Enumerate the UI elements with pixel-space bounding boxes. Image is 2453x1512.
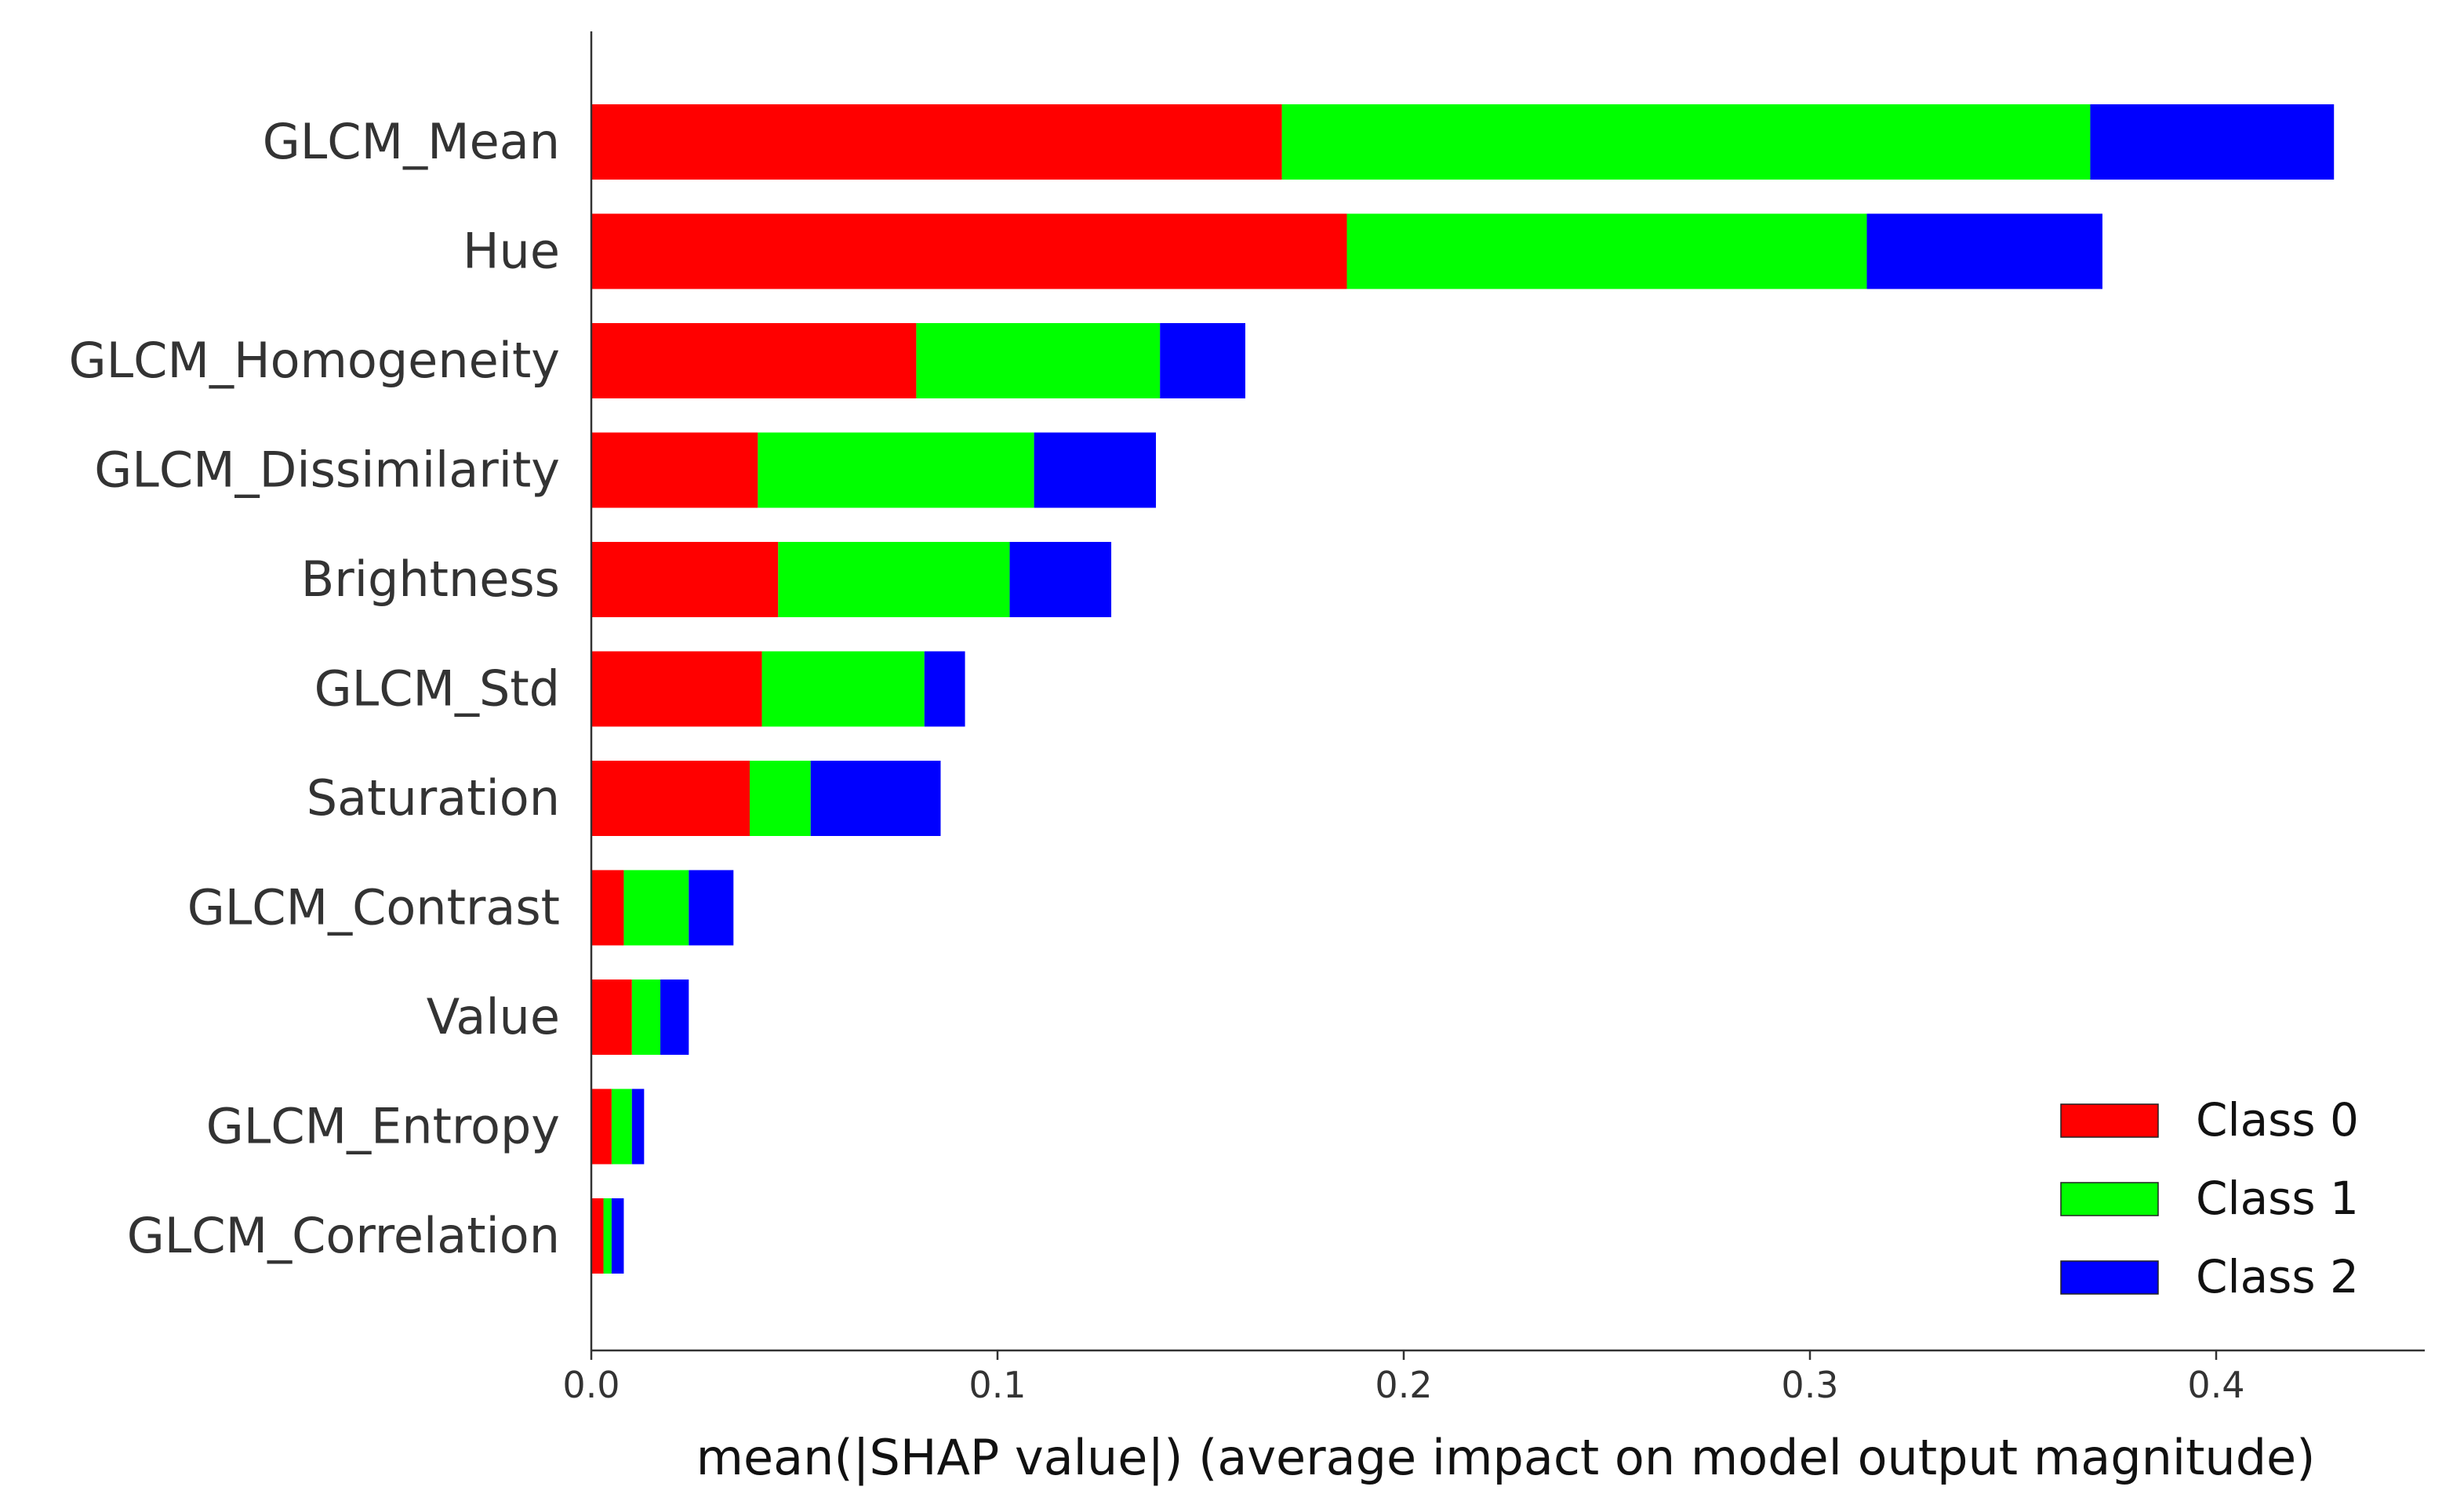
bar-glcm-mean-class-1 (1281, 104, 2091, 180)
bars-group (591, 104, 2335, 1274)
bar-brightness-class-2 (1009, 542, 1112, 617)
bar-saturation-class-2 (810, 761, 941, 836)
category-label: GLCM_Homogeneity (69, 332, 560, 389)
bar-glcm-dissimilarity-class-2 (1034, 432, 1157, 508)
bar-glcm-entropy-class-0 (591, 1089, 612, 1165)
x-tick-label: 0.3 (1781, 1364, 1838, 1406)
category-label: Brightness (301, 551, 560, 608)
bar-brightness-class-0 (591, 542, 779, 617)
x-tick-label: 0.4 (2187, 1364, 2244, 1406)
bar-value-class-2 (660, 980, 689, 1055)
bar-hue-class-0 (591, 213, 1347, 289)
legend-label-class-0: Class 0 (2196, 1093, 2359, 1147)
category-label: GLCM_Dissimilarity (94, 442, 560, 499)
category-label: Saturation (307, 769, 560, 827)
bar-glcm-dissimilarity-class-0 (591, 432, 758, 508)
bar-glcm-contrast-class-0 (591, 870, 624, 946)
bar-glcm-correlation-class-1 (603, 1198, 612, 1274)
legend-label-class-2: Class 2 (2196, 1250, 2359, 1303)
bar-glcm-std-class-1 (761, 651, 925, 727)
category-label: GLCM_Entropy (206, 1098, 560, 1155)
x-ticks: 0.0 0.1 0.2 0.3 0.4 (562, 1350, 2245, 1406)
bar-brightness-class-1 (778, 542, 1010, 617)
category-label: Hue (463, 223, 560, 280)
bar-glcm-contrast-class-2 (689, 870, 734, 946)
category-label: Value (427, 988, 560, 1045)
legend-swatch-class-0 (2060, 1103, 2159, 1138)
bar-glcm-std-class-2 (924, 651, 965, 727)
bar-hue-class-1 (1346, 213, 1867, 289)
legend-swatch-class-2 (2060, 1260, 2159, 1295)
bar-glcm-entropy-class-2 (631, 1089, 645, 1165)
bar-glcm-homogeneity-class-2 (1160, 323, 1245, 398)
category-label: GLCM_Correlation (127, 1207, 560, 1264)
category-label: GLCM_Contrast (187, 879, 560, 936)
bar-value-class-1 (631, 980, 661, 1055)
bar-hue-class-2 (1866, 213, 2102, 289)
category-label: GLCM_Mean (263, 113, 560, 170)
bar-glcm-correlation-class-2 (611, 1198, 624, 1274)
bar-saturation-class-1 (750, 761, 811, 836)
bar-value-class-0 (591, 980, 632, 1055)
x-axis-title: mean(|SHAP value|) (average impact on mo… (696, 1429, 2316, 1487)
x-tick-label: 0.2 (1375, 1364, 1432, 1406)
bar-glcm-mean-class-2 (2090, 104, 2335, 180)
bar-glcm-dissimilarity-class-1 (758, 432, 1034, 508)
bar-glcm-contrast-class-1 (623, 870, 689, 946)
bar-glcm-homogeneity-class-0 (591, 323, 917, 398)
legend-swatch-class-1 (2060, 1182, 2159, 1216)
x-tick-label: 0.1 (968, 1364, 1026, 1406)
bar-glcm-mean-class-0 (591, 104, 1282, 180)
bar-glcm-correlation-class-0 (591, 1198, 604, 1274)
category-labels: GLCM_Mean Hue GLCM_Homogeneity GLCM_Dissimi… (69, 113, 560, 1264)
bar-glcm-entropy-class-1 (611, 1089, 632, 1165)
bar-glcm-homogeneity-class-1 (916, 323, 1161, 398)
x-tick-label: 0.0 (562, 1364, 620, 1406)
category-label: GLCM_Std (314, 660, 560, 718)
legend-label-class-1: Class 1 (2196, 1172, 2359, 1225)
legend: Class 0 Class 1 Class 2 (2060, 1093, 2359, 1303)
bar-glcm-std-class-0 (591, 651, 762, 727)
bar-saturation-class-0 (591, 761, 750, 836)
